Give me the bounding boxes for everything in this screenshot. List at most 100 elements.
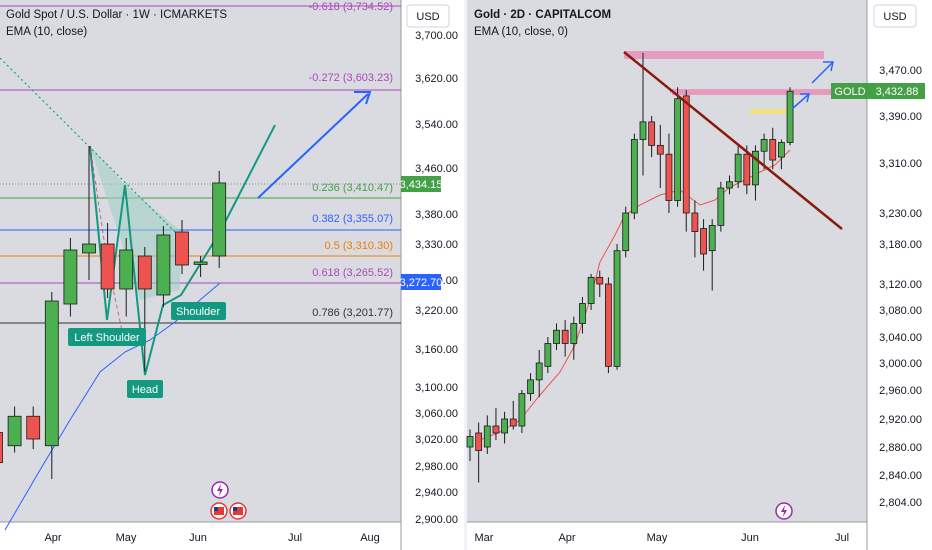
right-candle-12	[570, 323, 578, 344]
left-candle-10	[175, 231, 189, 266]
projection-arrow-large	[811, 62, 833, 84]
left-price-tick-8: 3,160.00	[415, 344, 458, 356]
left-price-tick-12: 2,980.00	[415, 461, 458, 473]
left-time-label-2: Jun	[189, 532, 207, 544]
descending-trendline	[623, 51, 843, 230]
right-candle-1	[475, 432, 483, 451]
right-candle-37	[786, 90, 794, 143]
left-time-label-0: Apr	[44, 532, 61, 544]
projection-arrowhead-left	[354, 91, 372, 105]
left-candle-11	[193, 261, 208, 265]
left-price-tick-1: 3,620.00	[415, 73, 458, 85]
right-currency-button[interactable]	[873, 4, 917, 28]
right-time-axis: Mar Apr May Jun Jul	[475, 532, 850, 544]
right-price-axis: USD	[873, 4, 917, 28]
right-candle-29	[717, 187, 725, 226]
left-candle-8	[137, 255, 152, 290]
label-shoulder: Shoulder	[176, 306, 220, 318]
right-price-tick-10: 2,920.00	[879, 414, 922, 426]
left-time-label-3: Jul	[288, 532, 302, 544]
right-candle-31	[734, 153, 742, 183]
right-candle-11	[561, 329, 569, 344]
right-candle-33	[752, 150, 759, 186]
fib-label-1: -0.272 (3,603.23)	[309, 72, 393, 84]
right-candle-34	[760, 139, 768, 152]
right-price-axis-bg	[867, 0, 932, 550]
right-price-tick-2: 3,310.00	[879, 158, 922, 170]
right-candle-32	[743, 153, 751, 186]
right-price-tick-7: 3,040.00	[879, 332, 922, 344]
right-candle-6	[518, 393, 526, 427]
right-price-tick-9: 2,960.00	[879, 385, 922, 397]
right-candle-30	[726, 181, 733, 189]
left-currency-label: USD	[416, 11, 439, 23]
right-candle-7	[527, 379, 534, 395]
fib-label-6: 0.786 (3,201.77)	[312, 307, 393, 319]
right-plot-bg	[467, 0, 867, 522]
right-candle-16	[605, 283, 612, 367]
left-axis-labels: 3,434.15 3,272.70	[400, 176, 443, 290]
fib-label-4: 0.5 (3,310.30)	[325, 240, 394, 252]
resistance-zone-top	[624, 51, 824, 59]
right-time-label-3: Jun	[741, 532, 759, 544]
right-candle-2	[483, 425, 491, 448]
left-indicator-label: EMA (10, close)	[6, 26, 87, 38]
fib-label-0: -0.618 (3,734.52)	[309, 1, 393, 13]
right-price-tick-8: 3,000.00	[879, 358, 922, 370]
left-candle-9	[156, 234, 171, 296]
left-price-tick-7: 3,220.00	[415, 305, 458, 317]
right-time-label-2: May	[647, 532, 668, 544]
right-candle-23	[665, 153, 673, 201]
right-candle-17	[613, 250, 621, 367]
right-axis-labels: GOLD 3,432.88	[831, 83, 925, 99]
right-candle-15	[596, 276, 604, 285]
us-flag-icon-2-inner	[233, 507, 243, 515]
right-candles	[466, 52, 794, 483]
resistance-zone-mid	[672, 89, 832, 95]
right-price-ticks: 3,470.00 3,390.00 3,310.00 3,230.00 3,180.00…	[879, 65, 922, 509]
right-candle-28	[708, 224, 716, 252]
fib-label-3: 0.382 (3,355.07)	[312, 213, 393, 225]
left-secondary-price-box	[401, 274, 441, 290]
right-time-axis-bg	[467, 522, 867, 550]
right-candle-18	[622, 212, 630, 252]
right-price-tick-0: 3,470.00	[879, 65, 922, 77]
left-secondary-price-label: 3,272.70	[400, 277, 443, 289]
left-currency-button[interactable]	[406, 4, 450, 28]
left-candle-1	[7, 415, 22, 447]
left-candles	[0, 146, 227, 479]
us-flag-icon-1-inner	[214, 507, 224, 515]
left-time-axis-bg	[0, 522, 401, 550]
us-flag-icon-2-canton	[233, 507, 237, 511]
right-currency-label: USD	[883, 11, 906, 23]
left-candle-0	[0, 432, 3, 464]
right-price-tick-1: 3,390.00	[879, 111, 922, 123]
left-price-tick-14: 2,900.00	[415, 514, 458, 526]
right-candle-4	[501, 418, 509, 434]
right-price-tick-3: 3,230.00	[879, 208, 922, 220]
label-head-box	[127, 380, 163, 398]
left-candle-7	[119, 249, 134, 290]
right-last-price-label: 3,432.88	[876, 86, 919, 98]
right-price-tick-6: 3,080.00	[879, 305, 922, 317]
right-candle-8	[535, 362, 543, 381]
left-price-tick-0: 3,700.00	[415, 30, 458, 42]
projection-arrowhead-small	[800, 93, 810, 103]
right-candle-21	[648, 121, 656, 146]
left-candle-5	[82, 243, 96, 254]
fib-label-2: 0.236 (3,410.47)	[312, 182, 393, 194]
projection-arrow-left	[257, 93, 369, 199]
gold-symbol-label: GOLD	[834, 86, 865, 98]
right-candle-3	[492, 425, 500, 434]
left-price-axis: USD	[406, 4, 450, 28]
right-time-label-0: Mar	[475, 532, 494, 544]
right-chart-title: Gold · 2D · CAPITALCOM	[474, 9, 611, 21]
support-zone	[750, 109, 786, 114]
right-price-tick-13: 2,804.00	[879, 497, 922, 509]
right-candle-20	[639, 121, 647, 140]
left-price-tick-4: 3,380.00	[415, 209, 458, 221]
label-left-shoulder-box	[68, 328, 146, 346]
left-candle-2	[26, 415, 41, 440]
